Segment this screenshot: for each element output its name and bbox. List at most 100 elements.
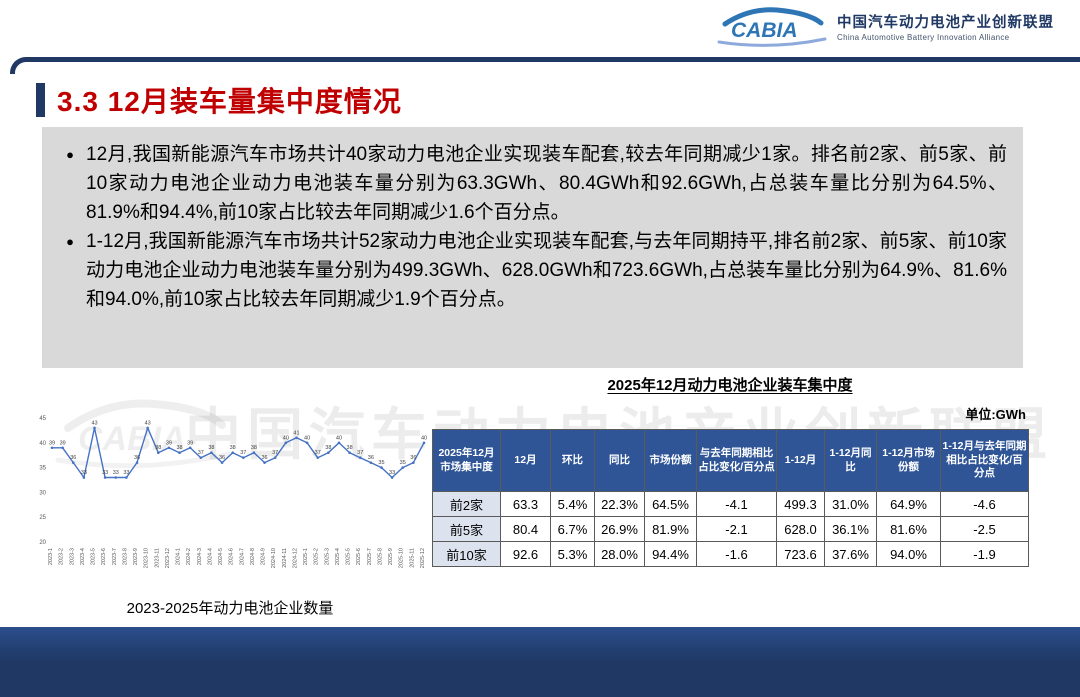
title-block: 3.3 12月装车量集中度情况 [36, 80, 402, 120]
svg-text:33: 33 [81, 470, 87, 476]
svg-text:33: 33 [113, 470, 119, 476]
svg-text:35: 35 [400, 460, 406, 466]
svg-text:37: 37 [315, 450, 321, 456]
svg-text:2024-9: 2024-9 [261, 548, 267, 565]
table-cell: 81.6% [876, 516, 941, 542]
svg-text:38: 38 [208, 445, 214, 451]
svg-text:2023-5: 2023-5 [91, 548, 97, 565]
svg-text:2024-4: 2024-4 [207, 548, 213, 565]
svg-text:2023-4: 2023-4 [80, 548, 86, 565]
svg-text:38: 38 [230, 445, 236, 451]
svg-text:38: 38 [251, 445, 257, 451]
svg-text:2025-11: 2025-11 [409, 548, 415, 568]
table-cell: 6.7% [550, 516, 595, 542]
table-row-header: 前5家 [432, 516, 501, 542]
svg-text:39: 39 [187, 440, 193, 446]
table-cell: -1.6 [696, 541, 777, 567]
table-corner-header: 2025年12月市场集中度 [432, 429, 501, 492]
point-markers [50, 426, 426, 479]
svg-text:2025-8: 2025-8 [377, 548, 383, 565]
data-labels: 39 39 36 33 43 33 33 33 36 43 38 39 38 39 37 38 36 38 37 38… [49, 420, 427, 476]
table-column-header: 市场份额 [644, 429, 697, 492]
svg-text:39: 39 [49, 440, 55, 446]
bullet-text: 12月,我国新能源汽车市场共计40家动力电池企业实现装车配套,较去年同期减少1家… [86, 144, 1007, 223]
table-row: 前10家 92.6 5.3% 28.0% 94.4% -1.6 723.6 37.6% 94.0… [432, 541, 1029, 567]
svg-text:2025-3: 2025-3 [324, 548, 330, 565]
svg-text:38: 38 [176, 445, 182, 451]
table-column-header: 同比 [594, 429, 645, 492]
svg-text:2024-11: 2024-11 [282, 548, 288, 568]
table-cell: 22.3% [594, 491, 645, 517]
svg-text:2023-8: 2023-8 [122, 548, 128, 565]
table-title: 2025年12月动力电池企业装车集中度 [607, 377, 853, 394]
table-column-header: 12月 [500, 429, 551, 492]
svg-text:2025-1: 2025-1 [303, 548, 309, 565]
svg-text:2023-9: 2023-9 [133, 548, 139, 565]
svg-text:41: 41 [293, 430, 299, 436]
svg-text:2023-11: 2023-11 [154, 548, 160, 568]
y-axis-labels: 20 25 30 35 40 45 [39, 416, 46, 546]
svg-text:2025-5: 2025-5 [346, 548, 352, 565]
table-cell: 81.9% [644, 516, 697, 542]
svg-text:36: 36 [134, 455, 140, 461]
svg-text:2025-6: 2025-6 [356, 548, 362, 565]
cabia-logo-icon: CABIA [717, 7, 827, 47]
svg-text:2024-7: 2024-7 [239, 548, 245, 565]
svg-text:2025-12: 2025-12 [420, 548, 426, 568]
svg-text:45: 45 [39, 416, 46, 422]
svg-text:2023-3: 2023-3 [69, 548, 75, 565]
svg-text:30: 30 [39, 490, 46, 496]
svg-text:38: 38 [155, 445, 161, 451]
table-column-header: 1-12月与去年同期相比占比变化/百分点 [940, 429, 1029, 492]
svg-text:40: 40 [336, 435, 342, 441]
table-cell: 64.5% [644, 491, 697, 517]
table-cell: 80.4 [500, 516, 551, 542]
table-cell: 63.3 [500, 491, 551, 517]
svg-text:36: 36 [410, 455, 416, 461]
org-name-cn: 中国汽车动力电池产业创新联盟 [837, 15, 1054, 32]
svg-text:35: 35 [378, 460, 384, 466]
table-row: 前5家 80.4 6.7% 26.9% 81.9% -2.1 628.0 36.1% 81.6%… [432, 516, 1029, 542]
svg-text:2023-2: 2023-2 [59, 548, 65, 565]
svg-text:39: 39 [166, 440, 172, 446]
svg-text:39: 39 [60, 440, 66, 446]
table-cell: 37.6% [824, 541, 877, 567]
table-cell: 31.0% [824, 491, 877, 517]
org-names: 中国汽车动力电池产业创新联盟 China Automotive Battery … [837, 14, 1054, 42]
svg-text:33: 33 [123, 470, 129, 476]
table-cell: 26.9% [594, 516, 645, 542]
footer-bar [0, 627, 1080, 697]
table-row-header: 前2家 [432, 491, 501, 517]
title-accent-bar [36, 83, 45, 117]
svg-text:36: 36 [262, 455, 268, 461]
table-cell: 5.3% [550, 541, 595, 567]
table-column-header: 环比 [550, 429, 595, 492]
svg-text:40: 40 [283, 435, 289, 441]
svg-text:36: 36 [70, 455, 76, 461]
bullet-item: ● 12月,我国新能源汽车市场共计40家动力电池企业实现装车配套,较去年同期减少… [54, 140, 1007, 227]
svg-text:2025-2: 2025-2 [314, 548, 320, 565]
line-chart: 20 25 30 35 40 45 39 39 36 33 43 33 33 33 36 43 38 39 38 39… [26, 402, 436, 582]
table-cell: 64.9% [876, 491, 941, 517]
svg-text:40: 40 [39, 441, 46, 447]
table-cell: 36.1% [824, 516, 877, 542]
svg-text:25: 25 [39, 515, 46, 521]
svg-text:40: 40 [421, 435, 427, 441]
svg-text:2024-8: 2024-8 [250, 548, 256, 565]
table-row-header: 前10家 [432, 541, 501, 567]
table-cell: 628.0 [776, 516, 825, 542]
svg-text:38: 38 [347, 445, 353, 451]
svg-text:40: 40 [304, 435, 310, 441]
table-cell: 5.4% [550, 491, 595, 517]
table-cell: 28.0% [594, 541, 645, 567]
chart-caption: 2023-2025年动力电池企业数量 [126, 600, 334, 617]
table-cell: -1.9 [940, 541, 1029, 567]
svg-text:33: 33 [389, 470, 395, 476]
svg-text:2023-12: 2023-12 [165, 548, 171, 568]
svg-text:35: 35 [39, 466, 46, 472]
svg-text:37: 37 [357, 450, 363, 456]
svg-text:2024-1: 2024-1 [176, 548, 182, 565]
svg-text:37: 37 [272, 450, 278, 456]
